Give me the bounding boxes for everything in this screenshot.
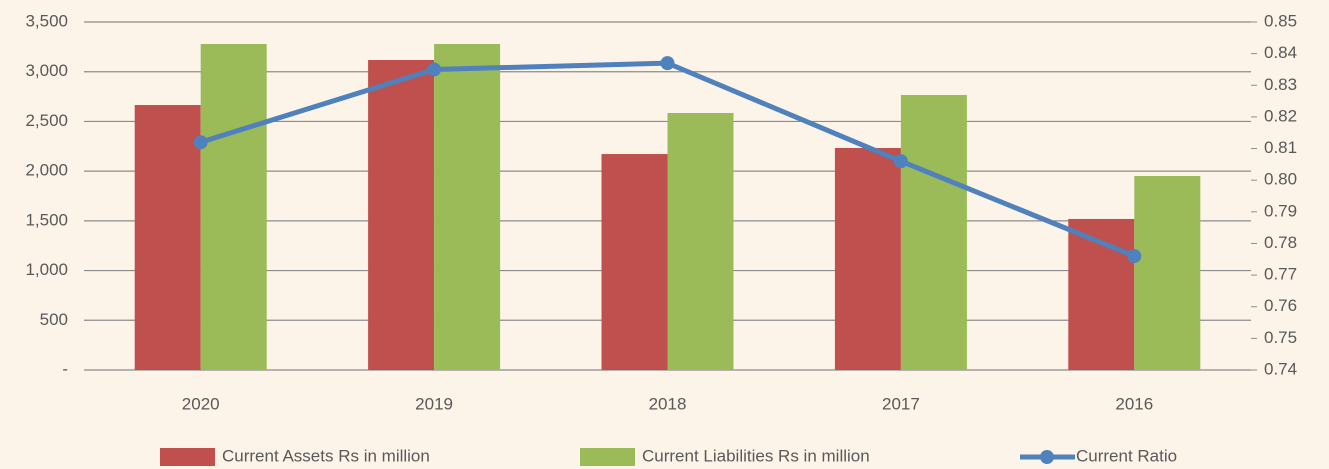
- y-tick-label: -: [62, 359, 68, 378]
- bar: [601, 154, 668, 370]
- line-marker: [660, 56, 675, 71]
- legend-swatch: [160, 448, 215, 466]
- y-tick-label: 1,500: [25, 210, 68, 229]
- bar: [134, 105, 201, 370]
- y2-tick-label: 0.81: [1264, 138, 1297, 157]
- y2-tick-label: 0.78: [1264, 233, 1297, 252]
- legend-label: Current Ratio: [1076, 446, 1177, 465]
- y2-tick-label: 0.74: [1264, 359, 1297, 378]
- legend-swatch: [580, 448, 635, 466]
- line-marker: [1127, 249, 1142, 264]
- bar: [667, 112, 734, 370]
- y2-tick-label: 0.82: [1264, 106, 1297, 125]
- bar: [368, 59, 435, 370]
- y-tick-label: 1,000: [25, 260, 68, 279]
- line-marker: [893, 154, 908, 169]
- y2-tick-label: 0.75: [1264, 328, 1297, 347]
- legend-label: Current Assets Rs in million: [222, 446, 430, 465]
- x-tick-label: 2019: [415, 394, 453, 413]
- y2-tick-label: 0.76: [1264, 296, 1297, 315]
- y2-tick-label: 0.80: [1264, 170, 1297, 189]
- y2-tick-label: 0.84: [1264, 43, 1297, 62]
- y2-tick-label: 0.83: [1264, 75, 1297, 94]
- x-tick-label: 2017: [882, 394, 920, 413]
- bar: [434, 43, 501, 370]
- x-tick-label: 2020: [182, 394, 220, 413]
- y2-tick-label: 0.85: [1264, 11, 1297, 30]
- y-tick-label: 2,000: [25, 161, 68, 180]
- x-tick-label: 2016: [1115, 394, 1153, 413]
- y-tick-label: 2,500: [25, 111, 68, 130]
- bar: [1134, 176, 1201, 370]
- y2-tick-label: 0.77: [1264, 265, 1297, 284]
- bar: [200, 43, 267, 370]
- legend-marker: [1040, 450, 1054, 464]
- line-marker: [427, 62, 442, 77]
- bar: [834, 147, 901, 370]
- y-tick-label: 500: [40, 310, 68, 329]
- y2-tick-label: 0.79: [1264, 201, 1297, 220]
- y-tick-label: 3,500: [25, 11, 68, 30]
- bar: [900, 94, 967, 371]
- legend-label: Current Liabilities Rs in million: [642, 446, 870, 465]
- y-tick-label: 3,000: [25, 61, 68, 80]
- x-tick-label: 2018: [649, 394, 687, 413]
- line-marker: [193, 135, 208, 150]
